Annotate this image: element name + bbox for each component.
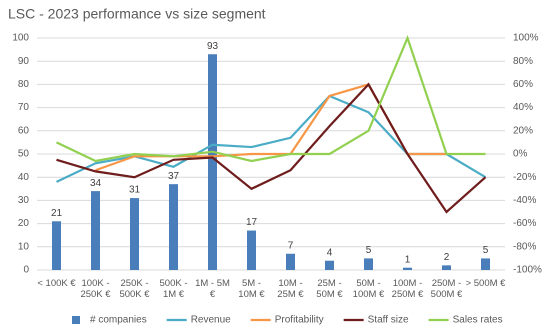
y2-tick-label: 80% [513, 56, 533, 67]
legend-label: Staff size [368, 315, 409, 326]
y2-tick-label: 100% [513, 33, 539, 44]
legend-label: Revenue [191, 315, 231, 326]
bar [403, 267, 412, 270]
data-label: 93 [207, 41, 219, 52]
y-tick-label: 100 [12, 33, 29, 44]
legend-swatch [72, 316, 80, 324]
x-tick-label: 5M - 10M € [238, 278, 265, 300]
x-tick-label: < 100K € [37, 278, 76, 289]
y-tick-label: 80 [18, 79, 30, 90]
y2-tick-label: -20% [513, 172, 536, 183]
line [56, 34, 486, 163]
line [56, 94, 487, 183]
x-tick-label: 500K - 1M € [159, 278, 188, 300]
y2-tick-label: 20% [513, 125, 533, 136]
y-tick-label: 70 [18, 102, 30, 113]
data-label: 21 [51, 208, 63, 219]
y-tick-label: 40 [18, 172, 30, 183]
chart-title: LSC - 2023 performance vs size segment [8, 6, 266, 22]
x-tick-label: 1M - 5M € [195, 278, 230, 300]
bar [442, 265, 451, 270]
bar [130, 198, 139, 270]
y-tick-label: 0 [23, 265, 29, 276]
bar [247, 230, 256, 270]
line [56, 82, 487, 214]
data-label: 5 [483, 245, 489, 256]
data-label: 4 [327, 247, 333, 258]
y-tick-label: 90 [18, 56, 30, 67]
y2-tick-label: -60% [513, 218, 536, 229]
legend-label: Sales rates [453, 315, 503, 326]
x-tick-label: 25M - 50M € [316, 278, 343, 300]
y-tick-label: 60 [18, 125, 30, 136]
data-label: 17 [246, 217, 258, 228]
x-tick-label: 100M - 250M € [391, 278, 424, 300]
data-label: 1 [405, 254, 411, 265]
y-tick-label: 30 [18, 195, 30, 206]
y2-tick-label: 40% [513, 102, 533, 113]
y2-tick-label: -100% [513, 265, 542, 276]
bar [52, 221, 61, 270]
bar [286, 253, 295, 270]
x-tick-label: 50M - 100M € [352, 278, 385, 300]
legend-label: Profitability [275, 315, 324, 326]
y2-tick-label: 0% [513, 149, 528, 160]
data-label: 2 [444, 252, 450, 263]
bar [91, 191, 100, 270]
bar [364, 258, 373, 270]
data-label: 5 [366, 245, 372, 256]
y2-tick-label: -40% [513, 195, 536, 206]
data-label: 31 [129, 185, 141, 196]
y-tick-label: 10 [18, 241, 30, 252]
x-tick-label: > 500M € [465, 278, 506, 289]
data-label: 37 [168, 171, 180, 182]
bar [325, 260, 334, 270]
data-label: 34 [90, 178, 102, 189]
y2-tick-label: -80% [513, 241, 536, 252]
bar [208, 54, 217, 270]
bar [169, 184, 178, 270]
data-label: 7 [288, 240, 294, 251]
bar [481, 258, 490, 270]
y-tick-label: 20 [18, 218, 30, 229]
y2-tick-label: 60% [513, 79, 533, 90]
y-tick-label: 50 [18, 149, 30, 160]
x-tick-label: 250M - 500M € [430, 278, 463, 300]
x-tick-label: 100K - 250K € [80, 278, 111, 300]
x-tick-label: 250K - 500K € [119, 278, 150, 300]
x-tick-label: 10M - 25M € [277, 278, 304, 300]
legend-label: # companies [90, 315, 147, 326]
